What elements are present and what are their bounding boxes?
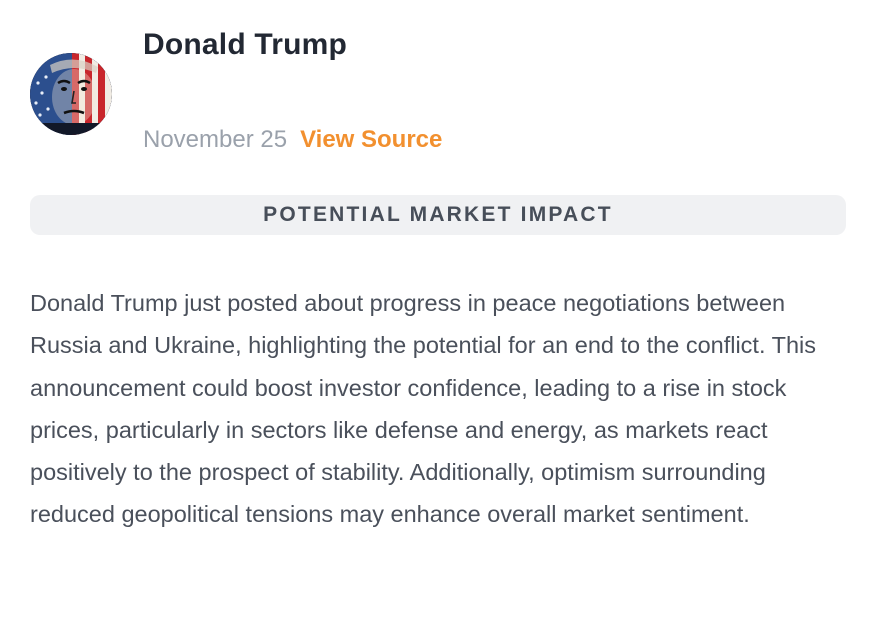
post-date: November 25	[143, 126, 288, 153]
author-name: Donald Trump	[143, 28, 348, 61]
market-impact-section-header: POTENTIAL MARKET IMPACT	[30, 195, 846, 235]
author-avatar-image	[30, 53, 112, 135]
author-avatar[interactable]	[30, 53, 112, 135]
market-impact-summary: Donald Trump just posted about progress …	[30, 290, 816, 528]
post-meta: November 25 View Source	[143, 124, 442, 156]
view-source-link[interactable]: View Source	[300, 126, 443, 153]
market-impact-label: POTENTIAL MARKET IMPACT	[263, 203, 613, 226]
